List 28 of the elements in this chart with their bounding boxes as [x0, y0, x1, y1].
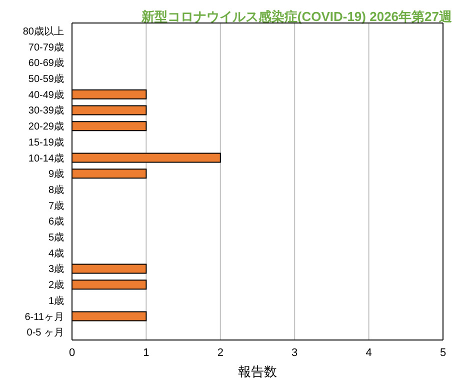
y-tick-label: 4歳	[48, 247, 64, 260]
y-tick-label: 7歳	[48, 200, 64, 212]
y-tick-label: 70-79歳	[28, 41, 64, 54]
x-tick-label: 4	[366, 346, 372, 359]
chart-title: 新型コロナウイルス感染症(COVID-19) 2026年第27週	[141, 8, 452, 26]
y-tick-label: 0-5 ヶ月	[26, 328, 64, 339]
y-tick-label: 30-39歳	[28, 104, 64, 117]
x-tick-label: 1	[143, 346, 150, 359]
y-tick-label: 1歳	[48, 294, 64, 307]
y-tick-label: 15-19歳	[28, 136, 64, 148]
y-tick-label: 20-29歳	[28, 120, 64, 133]
x-tick-label: 5	[440, 346, 446, 359]
y-tick-label: 2歳	[48, 279, 64, 292]
y-tick-label: 3歳	[48, 263, 64, 276]
y-tick-label: 6歳	[48, 216, 64, 228]
y-tick-label: 8歳	[48, 184, 64, 196]
x-tick-label: 0	[68, 346, 76, 359]
y-tick-label: 5歳	[48, 232, 64, 244]
y-tick-label: 50-59歳	[28, 73, 64, 86]
y-tick-label: 10-14歳	[28, 152, 64, 164]
x-tick-label: 2	[217, 346, 224, 359]
y-tick-label: 40-49歳	[28, 88, 64, 101]
y-tick-label: 60-69歳	[28, 57, 64, 70]
y-tick-label: 80歳以上	[22, 25, 64, 38]
y-tick-label: 6-11ヶ月	[24, 312, 64, 323]
y-tick-label: 9歳	[48, 168, 64, 180]
x-axis-title: 報告数	[238, 364, 277, 379]
x-tick-label: 3	[292, 346, 298, 359]
